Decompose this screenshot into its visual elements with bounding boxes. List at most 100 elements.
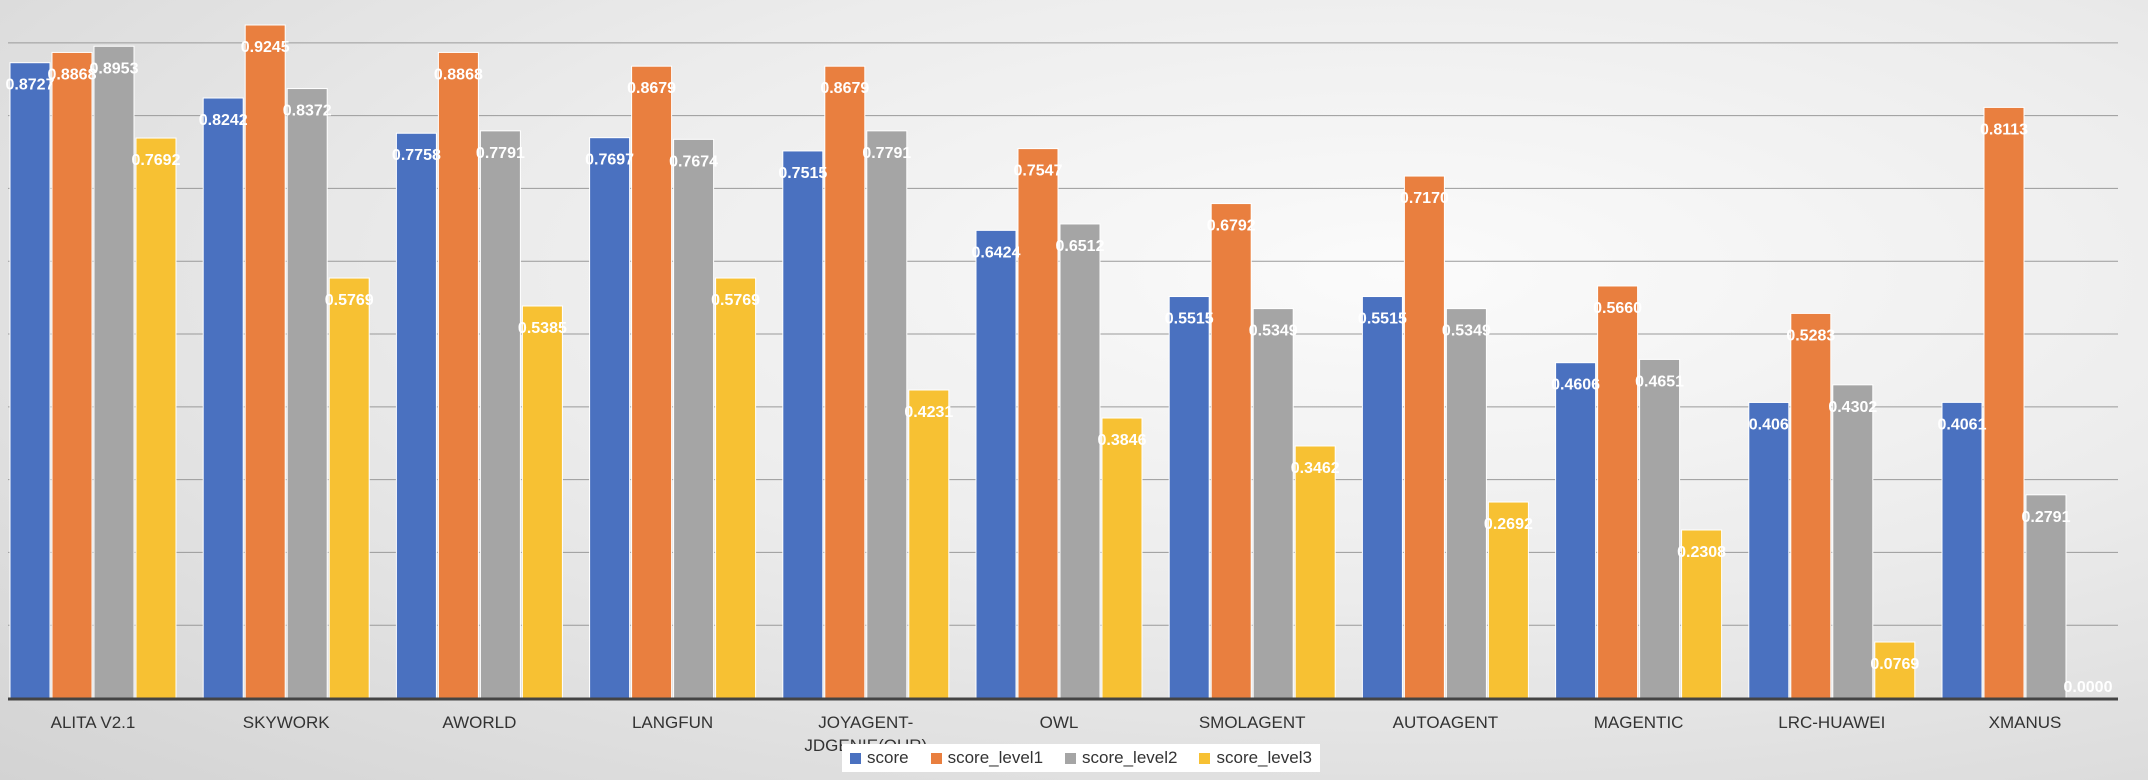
data-label-score-level2-1: 0.8953 — [90, 60, 139, 77]
data-label-score-level3-9: 0.2308 — [1677, 544, 1726, 561]
bar-score-7 — [1168, 296, 1210, 699]
bar-score-level1-9 — [1597, 285, 1639, 699]
data-label-score-level3-6: 0.3846 — [1098, 432, 1147, 449]
bar-score-1 — [9, 62, 51, 699]
data-label-score-level3-2: 0.5769 — [325, 292, 374, 309]
data-label-score-11: 0.4061 — [1938, 416, 1987, 433]
data-label-score-2: 0.8242 — [199, 112, 248, 129]
data-label-score-level2-5: 0.7791 — [862, 145, 911, 162]
legend-swatch-score-level1 — [930, 752, 942, 764]
bar-score-level1-2 — [244, 24, 286, 699]
bar-score-level2-3 — [479, 130, 521, 699]
bar-score-level1-11 — [1983, 106, 2025, 699]
bar-score-2 — [202, 97, 244, 699]
legend: score score_level1 score_level2 score_le… — [842, 744, 1320, 772]
bar-score-level1-6 — [1017, 148, 1059, 699]
data-label-score-level3-7: 0.3462 — [1291, 460, 1340, 477]
legend-item-score-level2: score_level2 — [1065, 748, 1177, 768]
legend-label-score-level3: score_level3 — [1216, 748, 1312, 767]
data-label-score-level2-4: 0.7674 — [669, 153, 718, 170]
legend-label-score-level2: score_level2 — [1082, 748, 1178, 767]
bar-score-6 — [975, 229, 1017, 699]
data-label-score-level1-5: 0.8679 — [820, 80, 869, 97]
x-tick-label-2: SKYWORK — [243, 713, 331, 732]
bar-score-level2-4 — [673, 138, 715, 699]
legend-item-score-level1: score_level1 — [930, 748, 1044, 768]
data-label-score-level1-4: 0.8679 — [627, 80, 676, 97]
bar-score-level2-7 — [1252, 308, 1294, 699]
bar-score-level1-7 — [1210, 203, 1252, 699]
data-label-score-7: 0.5515 — [1165, 311, 1214, 328]
data-label-score-level1-10: 0.5283 — [1786, 327, 1835, 344]
bar-score-level1-8 — [1403, 175, 1445, 699]
bar-score-4 — [589, 137, 631, 699]
data-label-score-level2-9: 0.4651 — [1635, 373, 1684, 390]
legend-swatch-score-level2 — [1065, 752, 1077, 764]
bar-score-level3-8 — [1487, 501, 1529, 699]
bar-score-level2-2 — [286, 88, 328, 699]
legend-item-score: score — [850, 748, 909, 768]
data-label-score-level2-11: 0.2791 — [2022, 509, 2071, 526]
bar-score-level2-6 — [1059, 223, 1101, 699]
bar-score-level1-5 — [824, 65, 866, 699]
bar-score-level2-5 — [866, 130, 908, 699]
legend-item-score-level3: score_level3 — [1199, 748, 1312, 768]
bar-score-level3-7 — [1294, 445, 1336, 699]
bar-score-level2-9 — [1639, 358, 1681, 699]
bar-score-level1-3 — [437, 51, 479, 699]
data-label-score-1: 0.8727 — [6, 77, 55, 94]
bar-score-level1-1 — [51, 51, 93, 699]
data-label-score-level3-11: 0.0000 — [2064, 679, 2113, 696]
bar-score-level3-1 — [135, 137, 177, 699]
bar-score-level1-10 — [1790, 312, 1832, 699]
data-label-score-level3-4: 0.5769 — [711, 292, 760, 309]
bar-score-3 — [395, 132, 437, 699]
data-label-score-level1-1: 0.8868 — [48, 66, 97, 83]
data-label-score-9: 0.4606 — [1551, 377, 1600, 394]
data-label-score-level2-6: 0.6512 — [1056, 238, 1105, 255]
bar-score-11 — [1941, 401, 1983, 699]
bar-score-level2-1 — [93, 45, 135, 699]
bar-score-5 — [782, 150, 824, 699]
data-label-score-level3-5: 0.4231 — [904, 404, 953, 421]
x-axis-tick-labels: ALITA V2.1SKYWORKAWORLDLANGFUNJOYAGENT-J… — [51, 713, 2062, 755]
data-label-score-level1-3: 0.8868 — [434, 66, 483, 83]
data-label-score-level2-8: 0.5349 — [1442, 323, 1491, 340]
bar-score-8 — [1361, 296, 1403, 699]
data-label-score-3: 0.7758 — [392, 147, 441, 164]
bar-score-10 — [1748, 401, 1790, 699]
bar-score-level3-6 — [1101, 417, 1143, 699]
x-tick-label-5: JOYAGENT- — [818, 713, 913, 732]
data-label-score-level2-2: 0.8372 — [283, 103, 332, 120]
legend-swatch-score — [850, 752, 861, 764]
x-tick-label-7: SMOLAGENT — [1199, 713, 1306, 732]
x-tick-label-8: AUTOAGENT — [1393, 713, 1498, 732]
data-label-score-level3-1: 0.7692 — [132, 152, 181, 169]
legend-label-score: score — [867, 748, 909, 767]
bar-score-9 — [1555, 362, 1597, 699]
data-label-score-10: 0.406 — [1749, 416, 1789, 433]
data-label-score-level2-10: 0.4302 — [1828, 399, 1877, 416]
bar-score-level3-4 — [715, 277, 757, 699]
bar-score-level3-2 — [328, 277, 370, 699]
x-tick-label-10: LRC-HUAWEI — [1778, 713, 1885, 732]
x-tick-label-6: OWL — [1040, 713, 1079, 732]
data-label-score-level1-8: 0.7170 — [1400, 190, 1449, 207]
bar-score-level2-10 — [1832, 384, 1874, 699]
bar-score-level3-5 — [908, 389, 950, 699]
bar-score-level2-8 — [1445, 308, 1487, 699]
data-label-score-level2-7: 0.5349 — [1249, 323, 1298, 340]
bar-score-level3-3 — [521, 305, 563, 699]
data-label-score-level1-7: 0.6792 — [1207, 218, 1256, 235]
x-tick-label-3: AWORLD — [442, 713, 516, 732]
data-label-score-level1-2: 0.9245 — [241, 39, 290, 56]
data-label-score-level1-9: 0.5660 — [1593, 300, 1642, 317]
data-label-score-level1-6: 0.7547 — [1014, 163, 1063, 180]
data-label-score-4: 0.7697 — [585, 152, 634, 169]
data-label-score-level2-3: 0.7791 — [476, 145, 525, 162]
data-label-score-5: 0.7515 — [778, 165, 827, 182]
x-tick-label-11: XMANUS — [1989, 713, 2062, 732]
x-tick-label-9: MAGENTIC — [1594, 713, 1684, 732]
legend-label-score-level1: score_level1 — [947, 748, 1044, 767]
